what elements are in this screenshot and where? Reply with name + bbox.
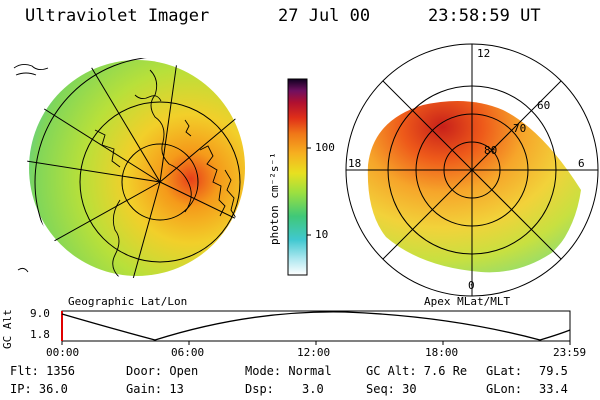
- mlat-label-80: 80: [484, 144, 498, 157]
- altitude-curve: [61, 311, 571, 341]
- instrument-title: Ultraviolet Imager: [25, 6, 210, 26]
- door-status: Door: Open: [126, 364, 199, 378]
- timeline-tick-0000: 00:00: [46, 346, 80, 359]
- glat-value: 79.5: [539, 364, 568, 378]
- sequence-number: Seq: 30: [366, 382, 417, 396]
- right-magnetic-map: [345, 43, 599, 297]
- timeline-tick-0600: 06:00: [171, 346, 205, 359]
- gain-value: Gain: 13: [126, 382, 184, 396]
- timeline-ymax: 9.0: [30, 307, 50, 320]
- colorbar-tick-10: 10: [315, 228, 329, 241]
- timeline-ylabel: GC Alt: [1, 309, 14, 349]
- colorbar-tick-100: 100: [315, 141, 335, 154]
- mode-status: Mode: Normal: [245, 364, 332, 378]
- glat-label: GLat:: [486, 364, 523, 378]
- timeline-ymin: 1.8: [30, 328, 50, 341]
- timeline-tick-1800: 18:00: [425, 346, 459, 359]
- glon-label: GLon:: [486, 382, 523, 396]
- colorbar: [287, 78, 311, 276]
- right-aurora-image: [367, 101, 581, 273]
- lat-lon-grid: [27, 58, 247, 278]
- outer-coast-marks: [13, 63, 49, 273]
- mlt-label-6: 6: [578, 157, 585, 170]
- dsp-label: Dsp:: [245, 382, 274, 396]
- left-map-caption: Geographic Lat/Lon: [68, 295, 188, 308]
- glon-value: 33.4: [539, 382, 568, 396]
- dsp-value: 3.0: [302, 382, 324, 396]
- left-geographic-map: [13, 58, 247, 278]
- colorbar-unit-label: photon cm⁻²s⁻¹: [268, 152, 281, 245]
- mlt-label-12: 12: [477, 47, 491, 60]
- mlat-label-70: 70: [513, 122, 527, 135]
- timeline-tick-2359: 23:59: [553, 346, 587, 359]
- mlt-label-0: 0: [468, 279, 475, 292]
- timeline-tick-1200: 12:00: [297, 346, 331, 359]
- altitude-timeline: [61, 310, 571, 345]
- mlt-label-18: 18: [348, 157, 362, 170]
- flight-number: Flt: 1356: [10, 364, 76, 378]
- date-label: 27 Jul 00: [278, 6, 371, 26]
- right-map-caption: Apex MLat/MLT: [424, 295, 511, 308]
- mlat-label-60: 60: [537, 99, 551, 112]
- ip-value: IP: 36.0: [10, 382, 68, 396]
- gc-altitude: GC Alt: 7.6 Re: [366, 364, 468, 378]
- time-label: 23:58:59 UT: [428, 6, 541, 26]
